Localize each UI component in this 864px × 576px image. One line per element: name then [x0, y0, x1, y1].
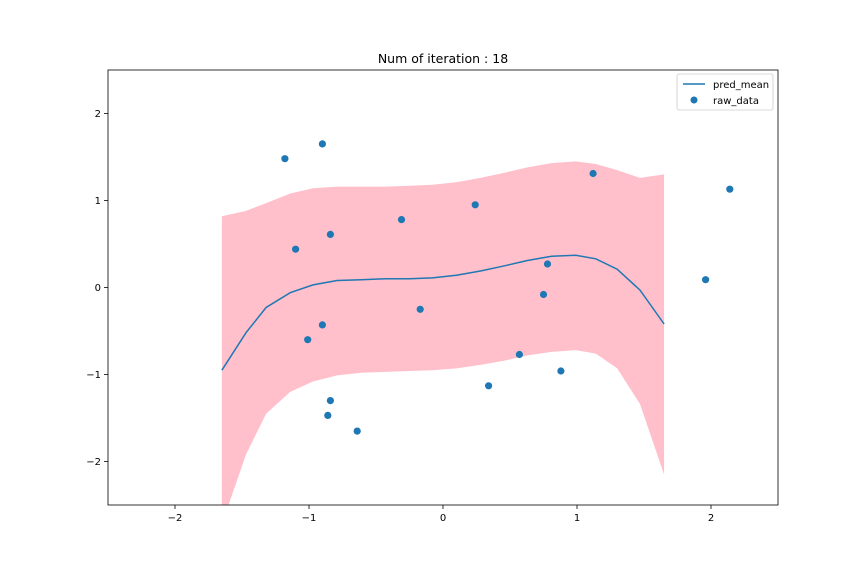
- raw-data-point: [416, 305, 424, 313]
- raw-data-point: [318, 140, 326, 148]
- x-tick-label: −1: [302, 513, 317, 524]
- x-tick-label: 0: [440, 513, 446, 524]
- legend: pred_mean raw_data: [676, 73, 774, 111]
- raw-data-point: [318, 321, 326, 329]
- raw-data-point: [485, 382, 493, 390]
- raw-data-point: [543, 260, 552, 268]
- x-tick-label: 1: [574, 513, 580, 524]
- raw-data-point: [326, 230, 334, 238]
- raw-data-point: [281, 155, 289, 163]
- raw-data-point: [726, 185, 734, 193]
- raw-data-point: [589, 169, 597, 178]
- raw-data-point: [324, 411, 332, 419]
- raw-data-point: [702, 276, 710, 284]
- x-tick-label: 2: [708, 513, 714, 524]
- legend-label-raw-data: raw_data: [713, 96, 759, 107]
- raw-data-point: [397, 216, 406, 224]
- raw-data-point: [471, 201, 479, 209]
- raw-data-point: [557, 367, 565, 375]
- legend-label-pred-mean: pred_mean: [713, 80, 769, 91]
- raw-data-point: [353, 427, 361, 435]
- confidence-band: [221, 161, 665, 505]
- y-tick-label: 0: [95, 283, 101, 294]
- y-tick-label: −1: [86, 370, 101, 381]
- raw-data-point: [292, 245, 300, 253]
- raw-data-point: [539, 290, 548, 299]
- y-tick-label: −2: [86, 457, 101, 468]
- pred-mean-line: [221, 254, 665, 371]
- y-tick-label: 2: [95, 109, 101, 120]
- raw-data-point: [515, 350, 524, 359]
- y-tick-label: 1: [95, 196, 101, 207]
- x-tick-label: −2: [168, 513, 183, 524]
- chart-title: Num of iteration : 18: [378, 51, 508, 66]
- legend-point-swatch: [690, 96, 698, 104]
- legend-box: [676, 73, 774, 111]
- raw-data-point: [304, 336, 312, 344]
- raw-data-point: [326, 397, 334, 405]
